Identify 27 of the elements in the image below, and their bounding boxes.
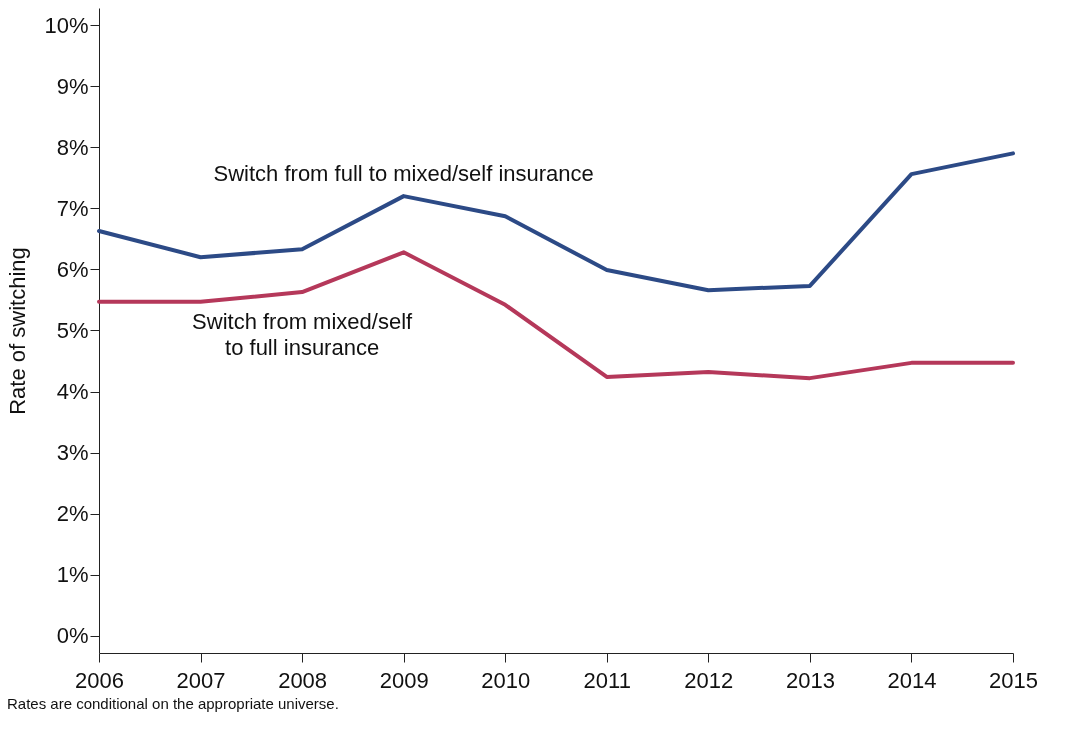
line-series	[97, 151, 1015, 293]
series-label: Switch from mixed/self to full insurance	[192, 309, 414, 361]
y-tick-label: 2%	[56, 501, 89, 527]
x-tick-label: 2007	[176, 667, 226, 693]
y-tick-label: 9%	[56, 73, 89, 99]
y-tick-label: 8%	[56, 134, 89, 160]
x-tick-label: 2010	[481, 667, 531, 693]
line-series	[97, 250, 1015, 381]
y-tick-label: 3%	[56, 440, 89, 466]
x-tick-label: 2012	[684, 667, 734, 693]
y-axis-title: Rate of switching	[5, 247, 31, 415]
series-label: Switch from full to mixed/self insurance	[213, 161, 594, 187]
y-tick-label: 0%	[56, 623, 89, 649]
x-tick-label: 2015	[989, 667, 1038, 693]
y-tick-label: 5%	[56, 318, 89, 343]
y-tick-label: 7%	[56, 195, 89, 221]
y-tick-label: 6%	[56, 256, 89, 282]
y-tick-label: 1%	[56, 562, 89, 588]
text: Rates are conditional on the appropriate universe.	[6, 695, 339, 712]
x-tick-label: 2009	[379, 667, 429, 693]
x-tick-label: 2013	[785, 667, 835, 693]
y-tick-label: 10%	[44, 12, 89, 38]
y-tick-label: 4%	[56, 379, 89, 405]
x-tick-label: 2014	[887, 667, 937, 693]
x-tick-label: 2006	[75, 667, 124, 693]
x-tick-label: 2011	[583, 667, 631, 693]
x-tick-label: 2008	[278, 667, 328, 693]
